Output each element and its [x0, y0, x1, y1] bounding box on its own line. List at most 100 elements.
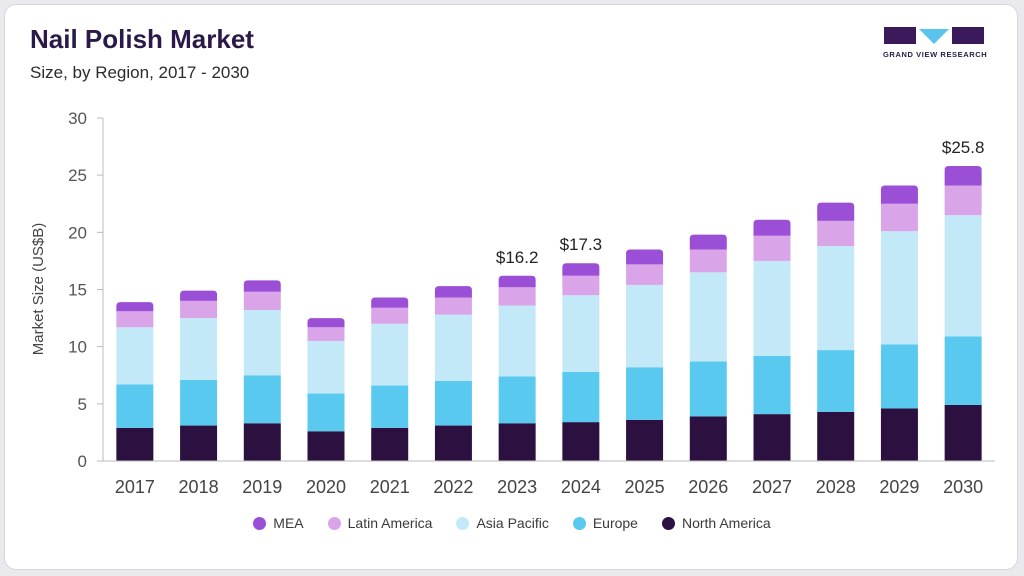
x-tick-label: 2030 [943, 477, 983, 497]
bar-segment-europe [626, 367, 664, 420]
bar-segment-europe [753, 355, 791, 415]
bar-segment-europe [116, 384, 154, 428]
bar-segment-asia-pacific [817, 246, 855, 351]
x-tick-label: 2018 [179, 477, 219, 497]
bar-segment-latin-america [817, 220, 855, 247]
legend-swatch [456, 516, 470, 530]
bar-segment-mea [434, 286, 472, 298]
bar-segment-latin-america [753, 235, 791, 261]
y-tick-label: 0 [78, 452, 87, 471]
bar-segment-europe [944, 336, 982, 405]
y-tick-label: 30 [68, 109, 87, 128]
bar-stack-2022 [434, 286, 472, 461]
logo-left-block [884, 27, 916, 44]
bar-segment-mea [753, 219, 791, 236]
annotations-group: $16.2 $17.3 $25.8 [496, 138, 985, 267]
bar-stack-2025 [626, 249, 664, 461]
chart-legend: MEA Latin America Asia Pacific Europe North … [0, 515, 1024, 531]
x-tick-label: 2029 [879, 477, 919, 497]
bar-segment-mea [817, 202, 855, 221]
bar-segment-north-america [944, 404, 982, 461]
bar-segment-latin-america [689, 249, 727, 273]
bar-segment-mea [626, 249, 664, 265]
bar-segment-latin-america [944, 185, 982, 216]
bar-stack-2027 [753, 219, 791, 461]
bar-segment-latin-america [116, 311, 154, 328]
bar-stack-2021 [371, 297, 409, 461]
bar-segment-europe [562, 371, 600, 423]
x-axis: 2017 2018 2019 2020 2021 2022 2023 2024 2025 2026… [103, 460, 995, 497]
bar-segment-latin-america [498, 287, 536, 306]
bar-segment-europe [817, 350, 855, 412]
bar-segment-asia-pacific [180, 318, 218, 380]
bar-segment-north-america [626, 419, 664, 461]
bar-segment-latin-america [626, 264, 664, 285]
x-tick-label: 2022 [433, 477, 473, 497]
bar-segment-mea [243, 280, 281, 292]
bar-segment-asia-pacific [243, 310, 281, 376]
bar-stack-2028 [817, 202, 855, 461]
bar-segment-north-america [817, 411, 855, 461]
bar-segment-europe [243, 375, 281, 424]
bar-segment-latin-america [434, 297, 472, 315]
bar-segment-latin-america [371, 307, 409, 324]
bar-segment-asia-pacific [944, 215, 982, 337]
bar-segment-asia-pacific [562, 295, 600, 372]
bar-segment-north-america [307, 431, 345, 461]
bar-segment-mea [944, 166, 982, 186]
bar-segment-north-america [180, 425, 218, 461]
bar-stack-2024 [562, 263, 600, 461]
logo-right-block [952, 27, 984, 44]
bar-segment-north-america [562, 422, 600, 461]
y-tick-label: 15 [68, 281, 87, 300]
legend-swatch [327, 516, 341, 530]
legend-item-europe: Europe [572, 515, 638, 531]
legend-swatch [253, 516, 267, 530]
bar-segment-mea [307, 318, 345, 328]
bar-segment-asia-pacific [498, 305, 536, 377]
data-label: $17.3 [560, 235, 603, 254]
bar-stack-2017 [116, 302, 154, 461]
bar-segment-europe [180, 379, 218, 426]
bar-stack-2030 [944, 166, 982, 461]
legend-item-mea: MEA [253, 515, 304, 531]
bar-stack-2026 [689, 234, 727, 461]
bar-segment-asia-pacific [689, 272, 727, 362]
bar-stack-2019 [243, 280, 281, 461]
x-tick-label: 2021 [370, 477, 410, 497]
bar-segment-mea [498, 275, 536, 288]
bar-segment-north-america [498, 423, 536, 461]
bar-segment-latin-america [562, 275, 600, 296]
legend-label: Asia Pacific [476, 515, 549, 531]
legend-swatch [661, 516, 675, 530]
legend-item-asia-pacific: Asia Pacific [456, 515, 549, 531]
bar-segment-mea [116, 302, 154, 312]
bars-group [116, 166, 982, 461]
bar-segment-europe [880, 344, 918, 409]
bar-segment-north-america [880, 408, 918, 461]
x-tick-label: 2028 [816, 477, 856, 497]
bar-stack-2029 [880, 185, 918, 461]
bar-segment-asia-pacific [753, 260, 791, 356]
logo-wordmark: GRAND VIEW RESEARCH [883, 50, 988, 59]
logo-center-chevron [919, 29, 949, 44]
bar-segment-latin-america [243, 291, 281, 311]
grand-view-research-logo [884, 27, 984, 44]
legend-label: Europe [592, 515, 638, 531]
bar-segment-asia-pacific [880, 231, 918, 345]
bar-segment-latin-america [180, 300, 218, 319]
bar-segment-asia-pacific [434, 314, 472, 381]
y-tick-label: 10 [68, 338, 87, 357]
bar-segment-north-america [434, 425, 472, 461]
legend-label: Latin America [347, 515, 433, 531]
chart-subtitle: Size, by Region, 2017 - 2030 [30, 63, 250, 82]
data-label: $16.2 [496, 248, 539, 267]
legend-label: MEA [273, 515, 304, 531]
bar-segment-north-america [243, 423, 281, 461]
bar-stack-2020 [307, 318, 345, 461]
y-tick-label: 20 [68, 223, 87, 242]
bar-segment-north-america [689, 416, 727, 461]
x-tick-label: 2024 [561, 477, 601, 497]
bar-segment-mea [180, 290, 218, 301]
